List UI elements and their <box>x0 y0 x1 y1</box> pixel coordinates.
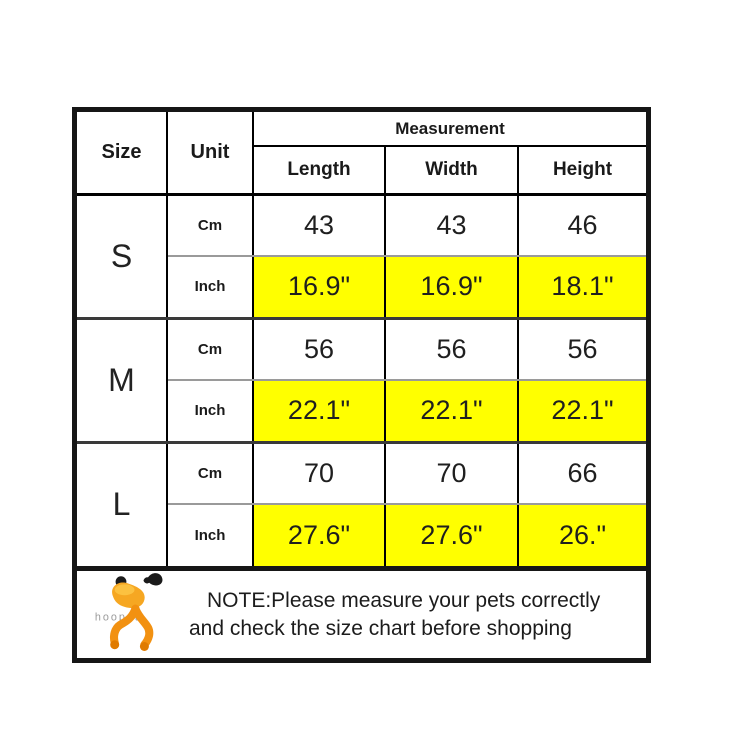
table-row-s-cm: S Cm 43 43 46 <box>77 194 646 318</box>
value-cell: 43 <box>253 194 386 257</box>
note-section: hoopet NOTE:Please measure your pets cor… <box>77 566 646 658</box>
unit-cell-inch: Inch <box>167 256 254 318</box>
col-header-unit: Unit <box>167 112 254 196</box>
unit-cell-cm: Cm <box>167 194 254 257</box>
unit-cell-inch: Inch <box>167 504 254 566</box>
size-chart-table: Size Unit Measurement Length Width Heigh… <box>77 112 646 566</box>
value-cell-highlighted: 16.9" <box>253 256 386 318</box>
unit-cell-inch: Inch <box>167 380 254 442</box>
table-row-m-inch: Inch 22.1" 22.1" 22.1" <box>77 380 646 442</box>
size-cell-s: S <box>77 194 168 318</box>
value-cell: 56 <box>385 316 519 381</box>
size-cell-l: L <box>77 440 168 566</box>
unit-cell-cm: Cm <box>167 316 254 381</box>
col-header-measurement: Measurement <box>253 112 646 147</box>
size-chart-panel: Size Unit Measurement Length Width Heigh… <box>72 107 651 663</box>
col-header-size: Size <box>77 112 168 196</box>
col-header-width: Width <box>385 146 519 196</box>
table-row-m-cm: M Cm 56 56 56 <box>77 316 646 442</box>
value-cell: 70 <box>385 440 519 505</box>
value-cell-highlighted: 26." <box>518 504 646 566</box>
value-cell-highlighted: 27.6" <box>385 504 519 566</box>
note-text: NOTE:Please measure your pets correctly … <box>189 588 601 640</box>
hoopet-logo: hoopet <box>89 570 189 660</box>
value-cell-highlighted: 22.1" <box>385 380 519 442</box>
value-cell-highlighted: 22.1" <box>518 380 646 442</box>
value-cell: 66 <box>518 440 646 505</box>
value-cell-highlighted: 16.9" <box>385 256 519 318</box>
value-cell: 43 <box>385 194 519 257</box>
value-cell-highlighted: 22.1" <box>253 380 386 442</box>
value-cell: 46 <box>518 194 646 257</box>
hoopet-dog-icon: hoopet <box>95 572 163 651</box>
value-cell: 56 <box>518 316 646 381</box>
value-cell-highlighted: 18.1" <box>518 256 646 318</box>
unit-cell-cm: Cm <box>167 440 254 505</box>
col-header-height: Height <box>518 146 646 196</box>
header-row-sub: Length Width Height <box>77 146 646 196</box>
value-cell: 70 <box>253 440 386 505</box>
header-row-top: Size Unit Measurement <box>77 112 646 196</box>
table-row-l-cm: L Cm 70 70 66 <box>77 440 646 566</box>
value-cell: 56 <box>253 316 386 381</box>
size-cell-m: M <box>77 316 168 442</box>
table-row-s-inch: Inch 16.9" 16.9" 18.1" <box>77 256 646 318</box>
value-cell-highlighted: 27.6" <box>253 504 386 566</box>
table-row-l-inch: Inch 27.6" 27.6" 26." <box>77 504 646 566</box>
col-header-length: Length <box>253 146 386 196</box>
